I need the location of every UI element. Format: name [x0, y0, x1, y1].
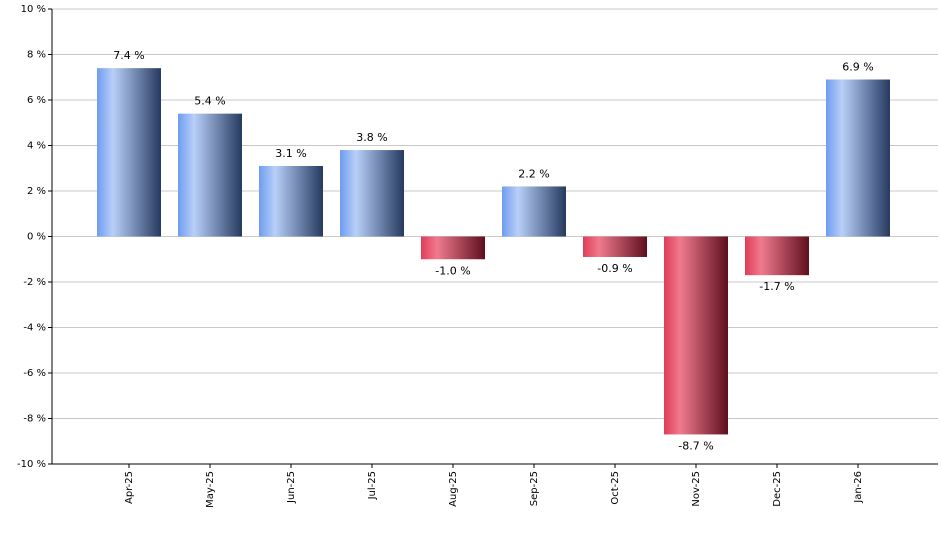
value-label: -8.7 %	[678, 439, 713, 452]
x-tick-label: Aug-25	[448, 471, 459, 507]
x-tick-label: Jul-25	[367, 471, 378, 500]
value-label: -1.0 %	[435, 264, 470, 277]
y-tick-label: 6 %	[27, 95, 46, 106]
bar	[178, 113, 242, 237]
y-tick-label: -4 %	[23, 323, 46, 334]
y-tick-label: 2 %	[27, 186, 46, 197]
y-tick-label: 0 %	[27, 232, 46, 243]
x-tick-label: Sep-25	[529, 471, 540, 506]
x-tick-label: Oct-25	[610, 471, 621, 505]
y-tick-label: 10 %	[21, 4, 46, 15]
value-label: 3.1 %	[275, 147, 306, 160]
x-tick-label: Apr-25	[124, 471, 135, 504]
bar	[421, 236, 485, 260]
bar	[259, 165, 323, 237]
y-tick-label: -8 %	[23, 414, 46, 425]
x-tick-label: Jan-26	[853, 471, 864, 504]
value-label: -1.7 %	[759, 280, 794, 293]
bar	[826, 79, 890, 237]
value-label: 3.8 %	[356, 131, 387, 144]
x-tick-label: Dec-25	[772, 471, 783, 507]
bar	[502, 186, 566, 237]
value-label: 2.2 %	[518, 167, 549, 180]
bar	[340, 150, 404, 237]
bar	[583, 236, 647, 257]
y-tick-label: 4 %	[27, 141, 46, 152]
y-tick-label: 8 %	[27, 50, 46, 61]
y-tick-label: -10 %	[17, 459, 46, 470]
x-tick-label: Nov-25	[691, 471, 702, 507]
value-label: 5.4 %	[194, 95, 225, 108]
x-tick-label: May-25	[205, 471, 216, 508]
y-tick-label: -6 %	[23, 368, 46, 379]
value-label: 7.4 %	[113, 49, 144, 62]
value-label: 6.9 %	[842, 61, 873, 74]
bar	[97, 68, 161, 237]
x-tick-label: Jun-25	[286, 471, 297, 504]
bar	[664, 236, 728, 435]
bar	[745, 236, 809, 276]
y-tick-label: -2 %	[23, 277, 46, 288]
value-label: -0.9 %	[597, 262, 632, 275]
